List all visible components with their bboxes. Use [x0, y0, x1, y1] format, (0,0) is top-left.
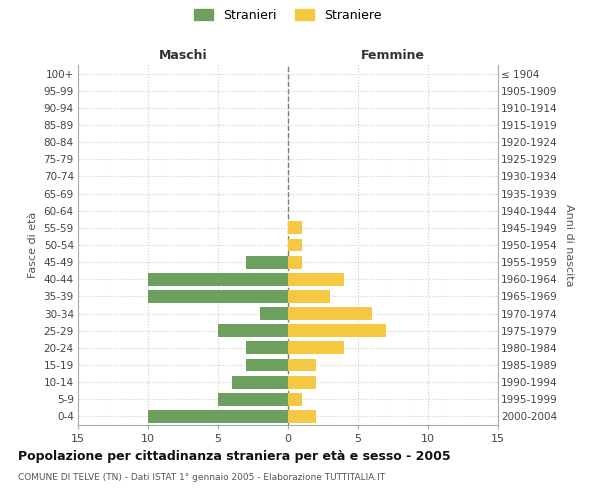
Bar: [246, 342, 288, 354]
Legend: Stranieri, Straniere: Stranieri, Straniere: [194, 8, 382, 22]
Bar: [288, 238, 302, 252]
Bar: [288, 222, 302, 234]
Bar: [246, 358, 288, 372]
Y-axis label: Anni di nascita: Anni di nascita: [564, 204, 574, 286]
Bar: [288, 290, 330, 303]
Bar: [288, 393, 302, 406]
Bar: [218, 393, 288, 406]
Bar: [148, 273, 288, 285]
Bar: [288, 324, 386, 337]
Bar: [288, 376, 316, 388]
Bar: [148, 290, 288, 303]
Bar: [260, 307, 288, 320]
Bar: [288, 342, 344, 354]
Bar: [148, 410, 288, 423]
Text: Femmine: Femmine: [361, 48, 425, 62]
Bar: [288, 358, 316, 372]
Text: COMUNE DI TELVE (TN) - Dati ISTAT 1° gennaio 2005 - Elaborazione TUTTITALIA.IT: COMUNE DI TELVE (TN) - Dati ISTAT 1° gen…: [18, 472, 385, 482]
Bar: [288, 273, 344, 285]
Y-axis label: Fasce di età: Fasce di età: [28, 212, 38, 278]
Bar: [218, 324, 288, 337]
Bar: [246, 256, 288, 268]
Bar: [288, 256, 302, 268]
Bar: [288, 410, 316, 423]
Bar: [232, 376, 288, 388]
Text: Maschi: Maschi: [158, 48, 208, 62]
Bar: [288, 307, 372, 320]
Text: Popolazione per cittadinanza straniera per età e sesso - 2005: Popolazione per cittadinanza straniera p…: [18, 450, 451, 463]
